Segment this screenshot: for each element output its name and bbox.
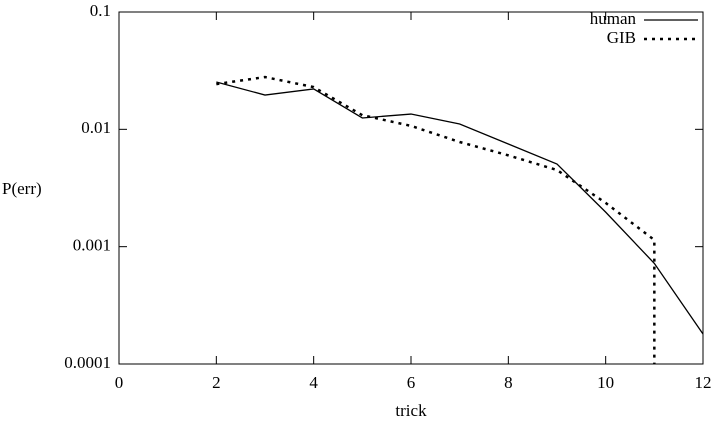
- data-line: [216, 75, 656, 364]
- y-tick-label: 0.0001: [64, 353, 111, 372]
- x-tick-label: 4: [309, 373, 318, 392]
- y-tick-label: 0.1: [90, 1, 111, 20]
- y-tick-label: 0.001: [73, 236, 111, 255]
- legend-label: human: [590, 9, 637, 28]
- legend-label: GIB: [607, 28, 636, 47]
- data-line: [216, 81, 704, 335]
- x-axis-label: trick: [395, 401, 427, 420]
- x-tick-label: 8: [504, 373, 513, 392]
- x-tick-label: 2: [212, 373, 221, 392]
- plot-frame: [118, 11, 704, 365]
- x-tick-label: 12: [695, 373, 712, 392]
- y-axis-label: P(err): [2, 179, 42, 198]
- x-tick-label: 6: [407, 373, 416, 392]
- x-tick-label: 0: [115, 373, 124, 392]
- x-tick-label: 10: [597, 373, 614, 392]
- y-tick-label: 0.01: [81, 118, 111, 137]
